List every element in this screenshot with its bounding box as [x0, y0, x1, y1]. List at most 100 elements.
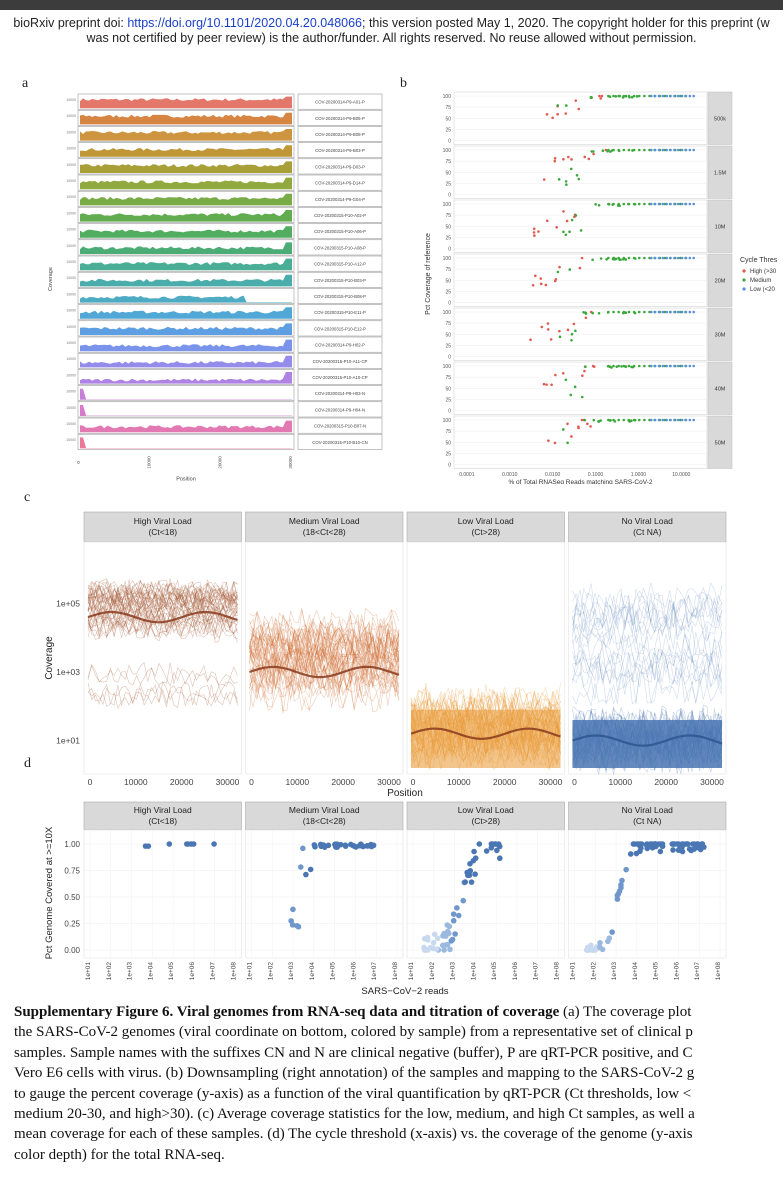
point-high-ct: [570, 435, 573, 438]
y-tick-label: 0: [448, 355, 451, 361]
point-high-ct: [578, 266, 582, 270]
point-low-ct: [649, 310, 653, 314]
sample-coverage-line: [572, 588, 723, 627]
coverage-area-COV-20200314-P9-D14-P: [80, 177, 292, 190]
point-low-ct: [665, 202, 668, 206]
row-tick-label: 10000: [66, 438, 76, 442]
x-tick-label: 1e+06: [189, 962, 196, 981]
x-tick-label: 1e+01: [408, 962, 415, 981]
point-medium-ct: [617, 310, 620, 314]
point-medium-ct: [574, 329, 577, 333]
coverage-area-COV-20200315-P10-A02-P: [80, 210, 292, 222]
sample-point: [623, 866, 629, 873]
panel-label-b: b: [400, 76, 407, 91]
sample-coverage-line: [249, 618, 400, 656]
row-tick-label: 10000: [66, 98, 76, 102]
y-tick-label: 0: [448, 139, 451, 145]
y-tick-label: 25: [445, 451, 451, 457]
facet-strip: [83, 801, 242, 831]
point-medium-ct: [575, 173, 579, 177]
point-low-ct: [661, 202, 665, 206]
point-low-ct: [669, 148, 672, 152]
point-low-ct: [657, 364, 661, 368]
sample-coverage-line: [249, 612, 400, 651]
sample-point: [297, 864, 304, 870]
x-tick-label: 1e+06: [350, 962, 357, 981]
point-high-ct: [583, 369, 586, 373]
facet-label-20M: 20M: [715, 278, 726, 284]
point-high-ct: [532, 227, 536, 231]
sample-point: [353, 844, 359, 850]
facet-strip: [707, 253, 733, 307]
point-low-ct: [676, 202, 680, 206]
point-low-ct: [684, 418, 688, 422]
point-medium-ct: [624, 94, 628, 98]
y-tick-label: 75: [445, 267, 451, 273]
point-medium-ct: [627, 310, 631, 314]
point-medium-ct: [557, 178, 561, 181]
sample-point: [325, 842, 332, 849]
x-axis-label: Position: [387, 788, 423, 798]
y-tick-label: 0.00: [64, 946, 80, 955]
sample-point: [434, 935, 441, 942]
sample-coverage-line: [87, 582, 238, 608]
panel-label-c: c: [24, 490, 31, 505]
sample-coverage-line: [249, 663, 400, 702]
y-tick-label: 25: [445, 343, 451, 349]
y-tick-label: 100: [443, 418, 452, 424]
y-tick-label: 1.00: [64, 840, 80, 849]
sample-coverage-line: [572, 594, 723, 632]
sample-point: [307, 866, 314, 873]
point-medium-ct: [584, 365, 587, 368]
y-axis-label: Pct Genome Covered at >=10X: [44, 826, 55, 959]
panel-b-downsampling-plot: 0 25 50 75 100 500k 0 25 50 75 100 1.5M 0 25 50 75 100 10…: [425, 91, 778, 484]
sample-coverage-line: [87, 596, 238, 622]
doi-link[interactable]: https://doi.org/10.1101/2020.04.20.04806…: [127, 16, 362, 30]
point-medium-ct: [564, 378, 568, 382]
x-tick-label: 20000: [217, 456, 222, 469]
sample-coverage-line: [87, 684, 238, 708]
point-medium-ct: [609, 150, 612, 153]
sample-point: [430, 939, 437, 946]
point-low-ct: [649, 364, 653, 368]
point-medium-ct: [635, 95, 639, 98]
point-low-ct: [653, 310, 657, 314]
y-tick-label: 0: [448, 193, 451, 199]
sample-coverage-line: [249, 651, 400, 689]
sample-point: [671, 841, 678, 847]
row-tick-label: 10000: [66, 195, 76, 199]
sample-point: [659, 841, 666, 847]
point-medium-ct: [643, 418, 646, 422]
point-medium-ct: [570, 332, 574, 336]
point-medium-ct: [599, 419, 602, 422]
sample-coverage-line: [87, 580, 238, 606]
point-medium-ct: [637, 364, 641, 368]
sample-coverage-line: [572, 601, 723, 640]
sample-point: [427, 944, 434, 951]
point-high-ct: [545, 383, 548, 386]
sample-point: [190, 841, 197, 847]
point-medium-ct: [622, 364, 626, 368]
sample-coverage-line: [249, 648, 400, 684]
sample-label: COV-20200314-P9-B08-P: [315, 132, 365, 137]
facet-subtitle: (Ct<18): [148, 527, 177, 537]
sample-point: [471, 848, 477, 855]
sample-plot-frame: [77, 385, 295, 402]
point-medium-ct: [607, 148, 610, 152]
x-tick-label: 1e+05: [330, 962, 337, 981]
point-low-ct: [684, 202, 688, 206]
y-tick-label: 0: [448, 301, 451, 307]
sample-point: [627, 851, 634, 857]
sample-label: COV-20200315-P10-A10-CP: [312, 375, 367, 380]
sample-coverage-line: [572, 633, 723, 671]
point-medium-ct: [632, 202, 636, 206]
point-low-ct: [661, 256, 665, 260]
x-tick-label: 0.0010: [502, 472, 518, 478]
point-low-ct: [669, 310, 672, 314]
sample-coverage-line: [410, 682, 561, 721]
x-tick-label: 1e+02: [590, 962, 597, 981]
point-medium-ct: [612, 364, 615, 368]
point-low-ct: [680, 94, 684, 98]
x-tick-label: 1e+02: [267, 962, 274, 981]
point-low-ct: [688, 256, 692, 260]
